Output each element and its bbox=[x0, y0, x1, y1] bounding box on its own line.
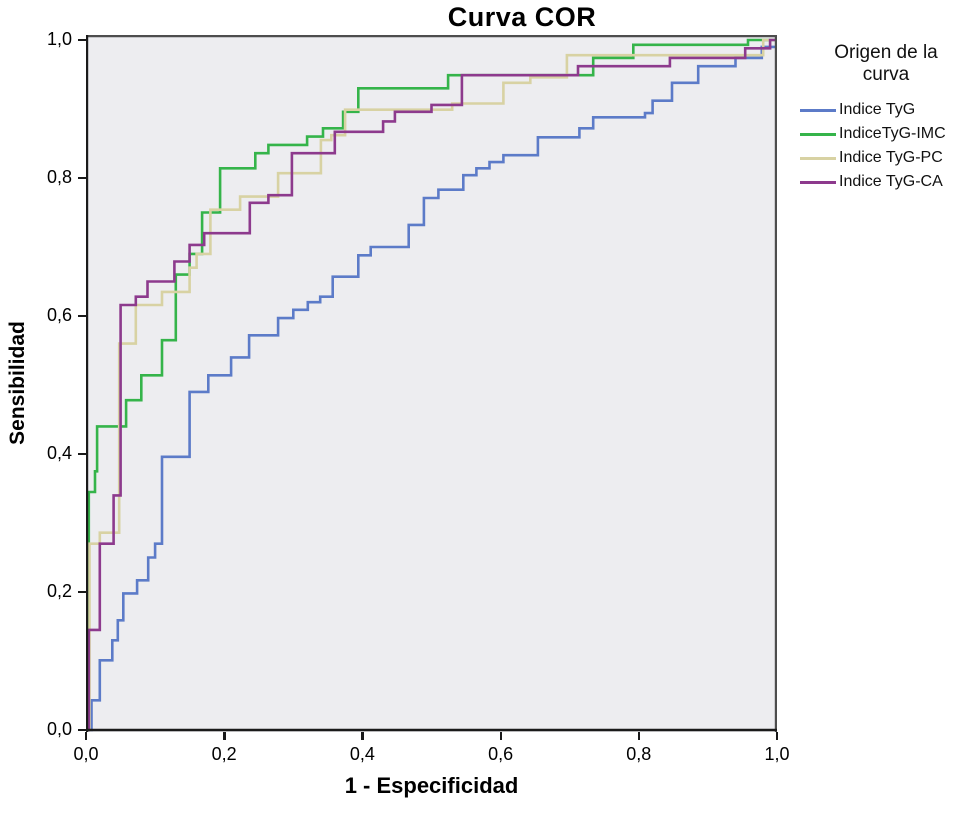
roc-curve-indicetyg-imc bbox=[86, 38, 777, 732]
legend-label-indice-tyg: Indice TyG bbox=[839, 101, 916, 118]
legend-swatch-indice-tyg-ca bbox=[800, 180, 836, 184]
legend-label-indice-tyg-ca: Indice TyG-CA bbox=[839, 173, 943, 190]
x-tick-label: 1,0 bbox=[764, 744, 790, 764]
legend-swatch-indice-tyg bbox=[800, 108, 836, 112]
y-tick-mark bbox=[78, 453, 86, 456]
y-tick-label: 0,2 bbox=[46, 581, 72, 601]
x-tick-mark bbox=[637, 732, 641, 740]
legend-title: Origen de la curva bbox=[800, 42, 972, 86]
y-tick-mark bbox=[78, 39, 86, 42]
x-tick-mark bbox=[776, 732, 779, 740]
x-tick-mark bbox=[85, 732, 88, 740]
roc-curve-indice-tyg bbox=[86, 40, 777, 732]
legend-label-indicetyg-imc: IndiceTyG-IMC bbox=[839, 125, 946, 142]
legend-item-indice-tyg-pc: Indice TyG-PC bbox=[800, 146, 972, 170]
y-tick-mark bbox=[78, 729, 86, 732]
x-tick-label: 0,4 bbox=[349, 744, 375, 764]
y-tick-label: 0,0 bbox=[46, 719, 72, 739]
x-tick-label: 0,2 bbox=[211, 744, 237, 764]
legend-item-indicetyg-imc: IndiceTyG-IMC bbox=[800, 122, 972, 146]
x-axis-title: 1 - Especificidad bbox=[344, 773, 519, 798]
x-tick-mark bbox=[361, 732, 364, 740]
y-tick-mark bbox=[78, 315, 86, 318]
x-tick-label: 0,8 bbox=[626, 744, 652, 764]
legend-item-indice-tyg-ca: Indice TyG-CA bbox=[800, 170, 972, 194]
legend-title-line1: Origen de la bbox=[834, 42, 938, 63]
chart-title: Curva COR bbox=[447, 2, 597, 32]
x-tick-label: 0,0 bbox=[73, 744, 99, 764]
y-tick-mark bbox=[78, 591, 86, 594]
legend: Origen de la curva Indice TyG IndiceTyG-I… bbox=[800, 42, 972, 194]
legend-item-indice-tyg: Indice TyG bbox=[800, 98, 972, 122]
x-tick-label: 0,6 bbox=[488, 744, 514, 764]
y-tick-mark bbox=[78, 177, 86, 180]
legend-title-line2: curva bbox=[862, 64, 910, 85]
y-tick-label: 1,0 bbox=[46, 29, 72, 49]
y-tick-label: 0,8 bbox=[46, 167, 72, 187]
x-tick-mark bbox=[499, 732, 502, 740]
legend-swatch-indicetyg-imc bbox=[800, 132, 836, 136]
y-tick-label: 0,4 bbox=[46, 443, 72, 463]
y-axis-title: Sensibilidad bbox=[6, 321, 29, 445]
legend-label-indice-tyg-pc: Indice TyG-PC bbox=[839, 149, 943, 166]
roc-curve-indice-tyg-pc bbox=[86, 38, 777, 732]
legend-swatch-indice-tyg-pc bbox=[800, 156, 836, 160]
roc-curves-canvas bbox=[86, 35, 777, 732]
roc-curve-indice-tyg-ca bbox=[86, 38, 777, 732]
y-tick-label: 0,6 bbox=[46, 305, 72, 325]
plot-area bbox=[86, 35, 777, 732]
x-tick-mark bbox=[223, 732, 226, 740]
legend-items: Indice TyG IndiceTyG-IMC Indice TyG-PC Indi… bbox=[800, 98, 972, 194]
